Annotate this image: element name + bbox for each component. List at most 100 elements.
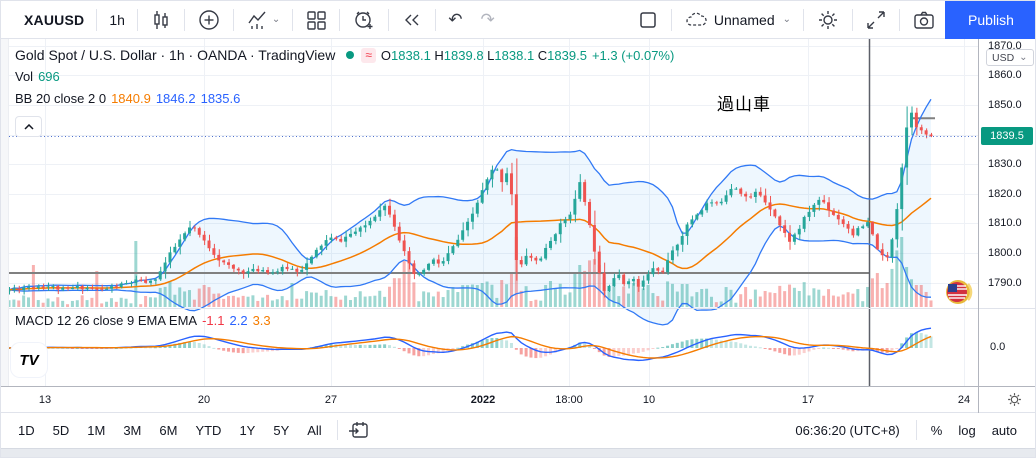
toolbar-separator <box>435 8 437 31</box>
layout-square-button[interactable] <box>628 6 668 34</box>
legend-title: Gold Spot / U.S. Dollar · 1h · OANDA · T… <box>15 47 336 63</box>
text-drawing-annotation[interactable]: 過山車 <box>717 95 771 114</box>
ohlc-value: 1839.8 <box>443 47 488 63</box>
plus-circle-icon <box>199 9 219 30</box>
alarm-plus-icon <box>355 11 373 29</box>
macd-hist-value: -1.1 <box>202 313 225 328</box>
left-edge-strip <box>1 39 9 386</box>
ohlc-value: 1838.1 <box>494 47 538 63</box>
time-axis[interactable]: 13 20 27 2022 18:00 10 17 24 <box>1 386 1035 413</box>
chevron-down-icon: ⌄ <box>1019 52 1028 63</box>
time-tick-label: 24 <box>957 394 971 406</box>
range-button-1y[interactable]: 1Y <box>239 422 256 438</box>
delayed-data-icon[interactable]: ≈ <box>361 47 376 63</box>
toolbar-separator <box>899 8 900 31</box>
undo-button[interactable]: ↶ <box>439 6 471 34</box>
toolbar-separator <box>670 8 672 31</box>
toolbar-separator <box>96 8 98 31</box>
bb-label: BB 20 close 2 0 <box>15 91 107 106</box>
symbol-button[interactable]: XAUUSD <box>24 11 85 28</box>
time-tick-label: 10 <box>642 394 656 406</box>
currency-selector[interactable]: USD ⌄ <box>986 49 1034 66</box>
legend-collapse-button[interactable] <box>15 116 42 137</box>
fullscreen-button[interactable] <box>856 6 896 34</box>
time-tick-label: 17 <box>801 394 815 406</box>
alert-button[interactable] <box>343 6 385 34</box>
price-tick-label: 1820.0 <box>988 187 1022 200</box>
log-scale-button[interactable]: log <box>958 422 976 438</box>
symbol-legend[interactable]: Gold Spot / U.S. Dollar · 1h · OANDA · T… <box>15 47 674 63</box>
go-to-date-button[interactable] <box>348 420 370 440</box>
tradingview-logo[interactable]: TV <box>11 343 47 377</box>
macd-signal-value: 3.3 <box>252 313 271 328</box>
time-tick-label: 13 <box>38 394 52 406</box>
macd-legend[interactable]: MACD 12 26 close 9 EMA EMA -1.1 2.2 3.3 <box>15 313 271 328</box>
toolbar-separator <box>915 420 917 440</box>
time-axis-settings-button[interactable] <box>1006 391 1023 411</box>
indicators-icon <box>248 11 266 29</box>
candle-style-button[interactable] <box>141 6 181 34</box>
range-button-5d[interactable]: 5D <box>52 422 70 438</box>
range-button-ytd[interactable]: YTD <box>195 422 222 438</box>
bb-upper-value: 1846.2 <box>155 91 196 106</box>
range-button-1m[interactable]: 1M <box>87 422 106 438</box>
macd-line-value: 2.2 <box>229 313 248 328</box>
replay-icon <box>405 14 419 25</box>
date-range-buttons: 1D 5D 1M 3M 6M YTD 1Y 5Y All <box>1 420 331 441</box>
price-axis-border <box>978 39 979 413</box>
volume-legend[interactable]: Vol 696 <box>15 69 60 84</box>
bb-legend[interactable]: BB 20 close 2 0 1840.9 1846.2 1835.6 <box>15 91 240 106</box>
redo-button[interactable]: ↷ <box>472 6 504 34</box>
price-axis[interactable]: 1870.0 1860.0 1850.0 1830.0 1820.0 1810.0 1800… <box>979 39 1035 386</box>
range-button-all[interactable]: All <box>307 422 322 438</box>
price-tick-label: 1830.0 <box>988 158 1022 171</box>
range-button-3m[interactable]: 3M <box>123 422 142 438</box>
cloud-icon <box>686 12 707 26</box>
publish-button[interactable]: Publish <box>945 1 1035 39</box>
currency-label: USD <box>992 51 1015 64</box>
bottom-panel-edge[interactable] <box>1 447 1035 457</box>
ohlc-value: 1838.1 <box>391 47 435 63</box>
camera-icon <box>914 11 934 29</box>
chart-settings-button[interactable] <box>807 6 849 34</box>
pane-divider[interactable] <box>9 308 1035 309</box>
layout-grid-button[interactable] <box>296 6 336 34</box>
ohlc-values: O1838.1 H1839.8 L1838.1 C1839.5 <box>381 48 587 63</box>
chart-canvas[interactable] <box>9 39 978 386</box>
gear-icon <box>1008 393 1021 406</box>
volume-label: Vol <box>15 69 34 84</box>
toolbar-separator <box>136 8 138 31</box>
price-tick-label: 1790.0 <box>988 276 1022 289</box>
bb-lower-value: 1835.6 <box>200 91 241 106</box>
square-icon <box>640 11 656 28</box>
compare-button[interactable] <box>188 6 230 34</box>
fullscreen-icon <box>867 10 885 29</box>
auto-scale-button[interactable]: auto <box>991 422 1017 438</box>
ohlc-key: O <box>380 47 392 63</box>
replay-button[interactable] <box>392 6 432 34</box>
layout-name-button[interactable]: Unnamed ⌄ <box>675 6 800 34</box>
clock-timezone-button[interactable]: 06:36:20 (UTC+8) <box>795 422 900 438</box>
broker-flag-logo[interactable] <box>943 279 973 310</box>
change-value: +1.3 (+0.07%) <box>591 47 675 63</box>
screenshot-button[interactable] <box>903 6 945 34</box>
toolbar-separator <box>183 8 185 31</box>
market-status-dot <box>346 51 355 59</box>
price-tick-label: 1800.0 <box>988 246 1022 259</box>
top-toolbar: XAUUSD 1h ⌄ <box>1 1 1035 39</box>
grid-layout-icon <box>307 10 326 30</box>
chevron-down-icon: ⌄ <box>271 14 281 25</box>
ohlc-key: L <box>487 47 495 63</box>
bottom-toolbar: 1D 5D 1M 3M 6M YTD 1Y 5Y All 06:36:20 (UTC+8) % … <box>1 413 1035 447</box>
ohlc-key: C <box>537 47 548 63</box>
undo-icon: ↶ <box>448 9 463 29</box>
interval-button[interactable]: 1h <box>109 11 125 28</box>
range-button-6m[interactable]: 6M <box>159 422 178 438</box>
range-button-1d[interactable]: 1D <box>18 422 35 438</box>
toolbar-separator <box>852 8 853 31</box>
bb-basis-value: 1840.9 <box>111 91 151 106</box>
percent-scale-button[interactable]: % <box>930 422 943 438</box>
indicators-button[interactable]: ⌄ <box>237 6 289 34</box>
candlestick-icon <box>154 10 168 29</box>
range-button-5y[interactable]: 5Y <box>273 422 290 438</box>
